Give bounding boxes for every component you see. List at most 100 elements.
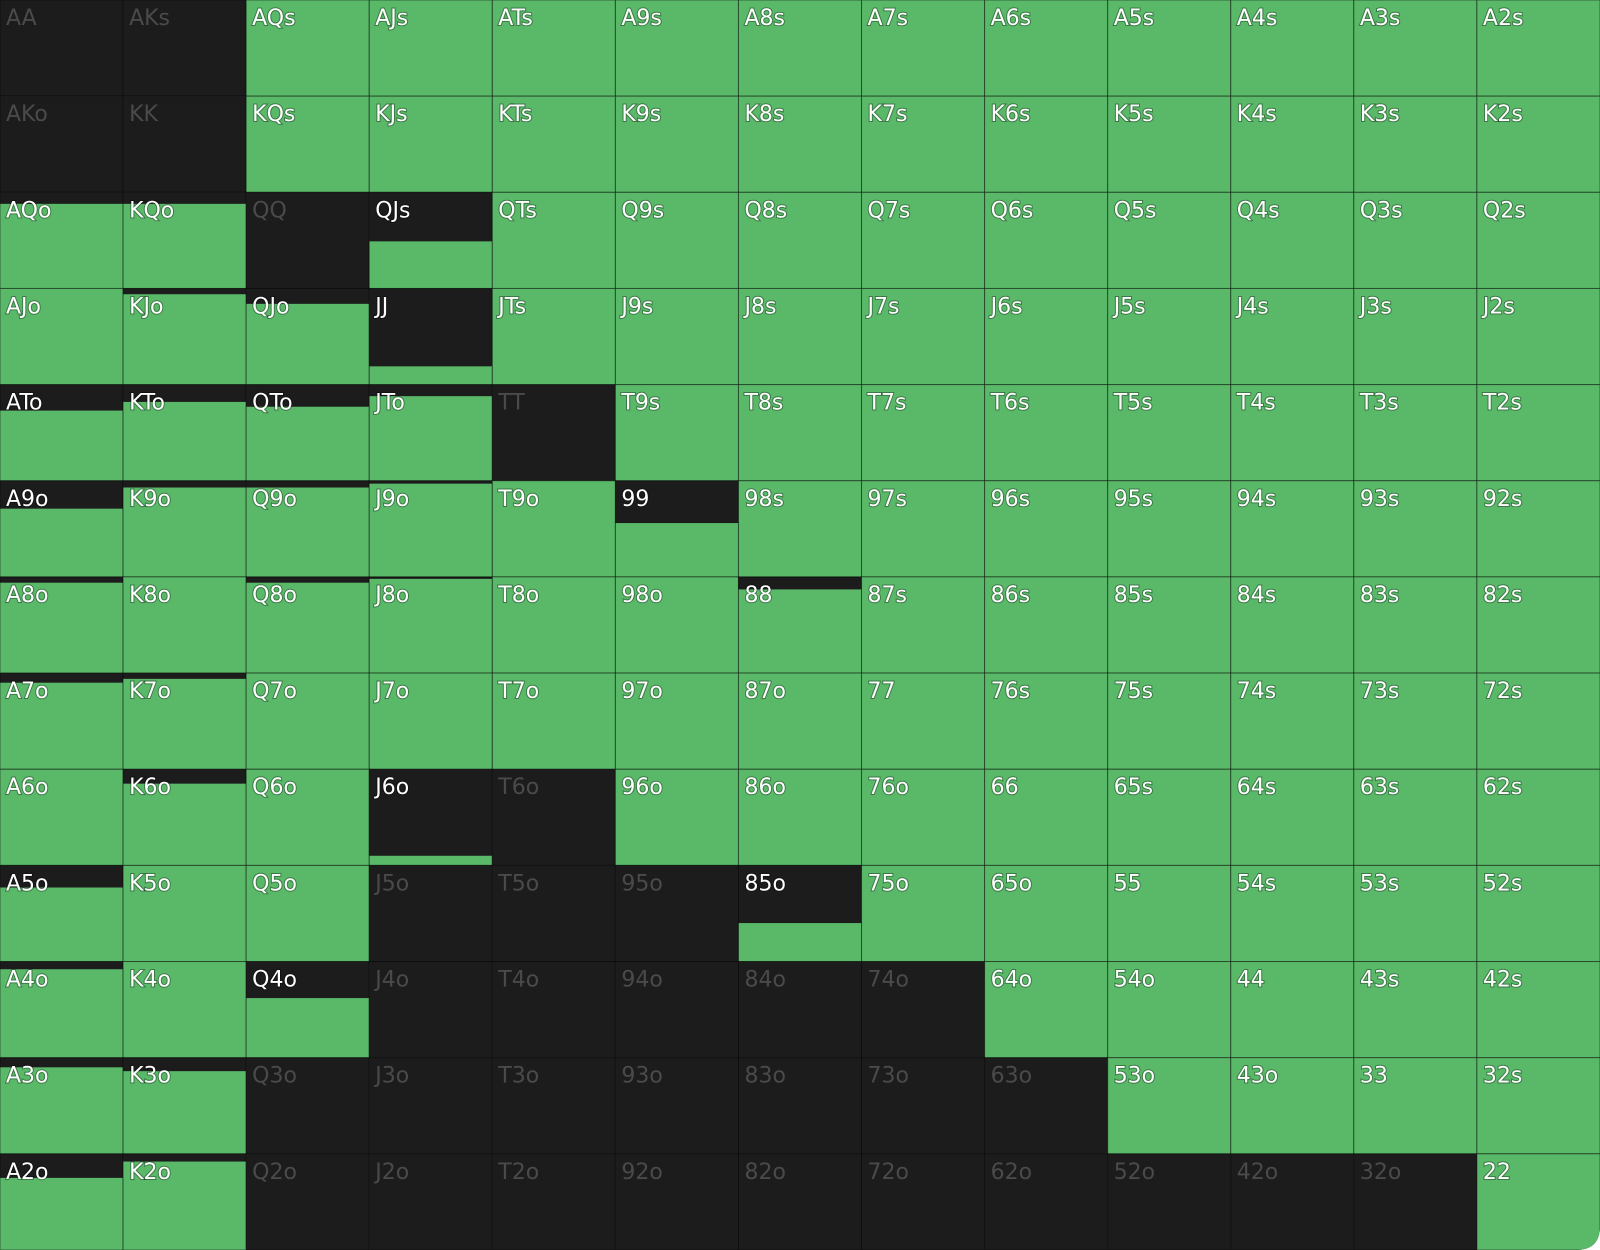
hand-label: 85o (744, 871, 785, 896)
hand-cell: Q2s (1476, 191, 1600, 289)
hand-label: K8s (744, 102, 784, 127)
frequency-fill (984, 769, 1108, 866)
hand-cell: 75o (861, 864, 986, 963)
hand-label: J4o (373, 968, 409, 993)
hand-cell: J8o (368, 576, 493, 674)
hand-label: Q7o (252, 679, 297, 704)
frequency-fill (0, 887, 124, 962)
hand-label: QQ (252, 198, 287, 223)
cell-background (615, 1057, 739, 1154)
hand-cell: A7s (861, 0, 986, 97)
frequency-fill (1107, 384, 1231, 481)
hand-cell: J7o (368, 672, 493, 770)
hand-cell: 42o (1230, 1153, 1355, 1250)
hand-cell: 85o (737, 864, 863, 963)
hand-label: 55 (1114, 871, 1142, 896)
hand-cell: KQo (122, 191, 247, 289)
hand-cell: 93s (1353, 480, 1478, 578)
cell-background (492, 961, 616, 1058)
cell-background (861, 1057, 985, 1154)
hand-label: K6s (991, 102, 1031, 127)
frequency-fill (738, 589, 862, 674)
hand-cell: 87o (737, 672, 863, 770)
frequency-fill (861, 865, 985, 962)
frequency-fill (984, 384, 1108, 481)
frequency-fill (369, 483, 493, 577)
frequency-fill (0, 508, 124, 577)
hand-label: T6o (497, 775, 539, 800)
hand-label: KJs (375, 102, 407, 127)
hand-label: QTs (498, 198, 537, 223)
frequency-fill (246, 582, 370, 674)
hand-label: 95s (1114, 487, 1153, 512)
hand-cell: J2s (1476, 287, 1600, 386)
hand-label: J7o (373, 679, 409, 704)
hand-label: KQo (129, 198, 174, 223)
hand-label: 93s (1360, 487, 1399, 512)
cell-background (123, 96, 247, 193)
hand-label: T9s (620, 391, 660, 416)
hand-cell: K4o (122, 961, 247, 1059)
hand-label: J6s (989, 294, 1023, 319)
frequency-fill (1476, 96, 1600, 193)
hand-label: 75o (868, 871, 909, 896)
frequency-fill (1353, 0, 1477, 97)
cell-background (1230, 1153, 1354, 1250)
cell-background (123, 0, 247, 97)
hand-cell: 95o (614, 864, 739, 963)
hand-cell: T4s (1230, 384, 1355, 482)
hand-label: J9s (619, 294, 653, 319)
hand-cell: T6o (491, 768, 616, 866)
hand-cell: Q2o (245, 1153, 370, 1250)
frequency-fill (738, 96, 862, 193)
cell-background (246, 192, 370, 289)
hand-cell: 54s (1230, 864, 1355, 963)
frequency-fill (984, 288, 1108, 385)
hand-label: JJ (373, 294, 388, 319)
hand-cell: AKs (122, 0, 247, 97)
hand-label: K8o (129, 583, 171, 608)
hand-label: ATs (498, 6, 533, 31)
hand-cell: J5s (1107, 287, 1232, 386)
frequency-fill (369, 673, 493, 770)
hand-cell: J4s (1230, 287, 1355, 386)
hand-label: 83o (744, 1064, 785, 1089)
hand-cell: K6s (984, 95, 1109, 193)
frequency-fill (984, 192, 1108, 289)
hand-cell: A5o (0, 864, 124, 963)
frequency-fill (738, 288, 862, 385)
hand-cell: 82s (1476, 576, 1600, 674)
frequency-fill (861, 769, 985, 866)
hand-label: J3o (373, 1064, 409, 1089)
frequency-fill (615, 288, 739, 385)
cell-background (369, 865, 493, 962)
hand-cell: T8s (737, 384, 863, 482)
frequency-fill (492, 576, 616, 674)
frequency-fill (1107, 961, 1231, 1058)
hand-label: K3o (129, 1064, 171, 1089)
hand-cell: 97o (614, 672, 739, 770)
frequency-fill (1353, 673, 1477, 770)
hand-label: Q9o (252, 487, 297, 512)
hand-cell: 62s (1476, 768, 1600, 866)
hand-label: 43o (1237, 1064, 1278, 1089)
hand-label: 63s (1360, 775, 1399, 800)
hand-cell: 64o (984, 961, 1109, 1059)
frequency-fill (1353, 288, 1477, 385)
frequency-fill (861, 480, 985, 577)
hand-cell: 73s (1353, 672, 1478, 770)
frequency-fill (1107, 192, 1231, 289)
hand-cell: 65o (984, 864, 1109, 963)
hand-cell: 92o (614, 1153, 739, 1250)
hand-label: Q9s (621, 198, 664, 223)
hand-cell: 94o (614, 961, 739, 1059)
hand-label: QJs (375, 198, 410, 223)
hand-cell: Q6o (245, 768, 370, 866)
frequency-fill (1353, 769, 1477, 866)
frequency-fill (369, 366, 493, 385)
hand-label: J2s (1481, 294, 1515, 319)
frequency-fill (1476, 0, 1600, 97)
hand-label: 74o (868, 968, 909, 993)
frequency-fill (861, 384, 985, 481)
hand-label: Q6s (991, 198, 1034, 223)
